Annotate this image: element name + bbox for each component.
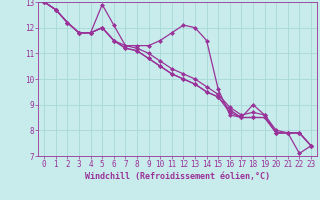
X-axis label: Windchill (Refroidissement éolien,°C): Windchill (Refroidissement éolien,°C) [85,172,270,181]
